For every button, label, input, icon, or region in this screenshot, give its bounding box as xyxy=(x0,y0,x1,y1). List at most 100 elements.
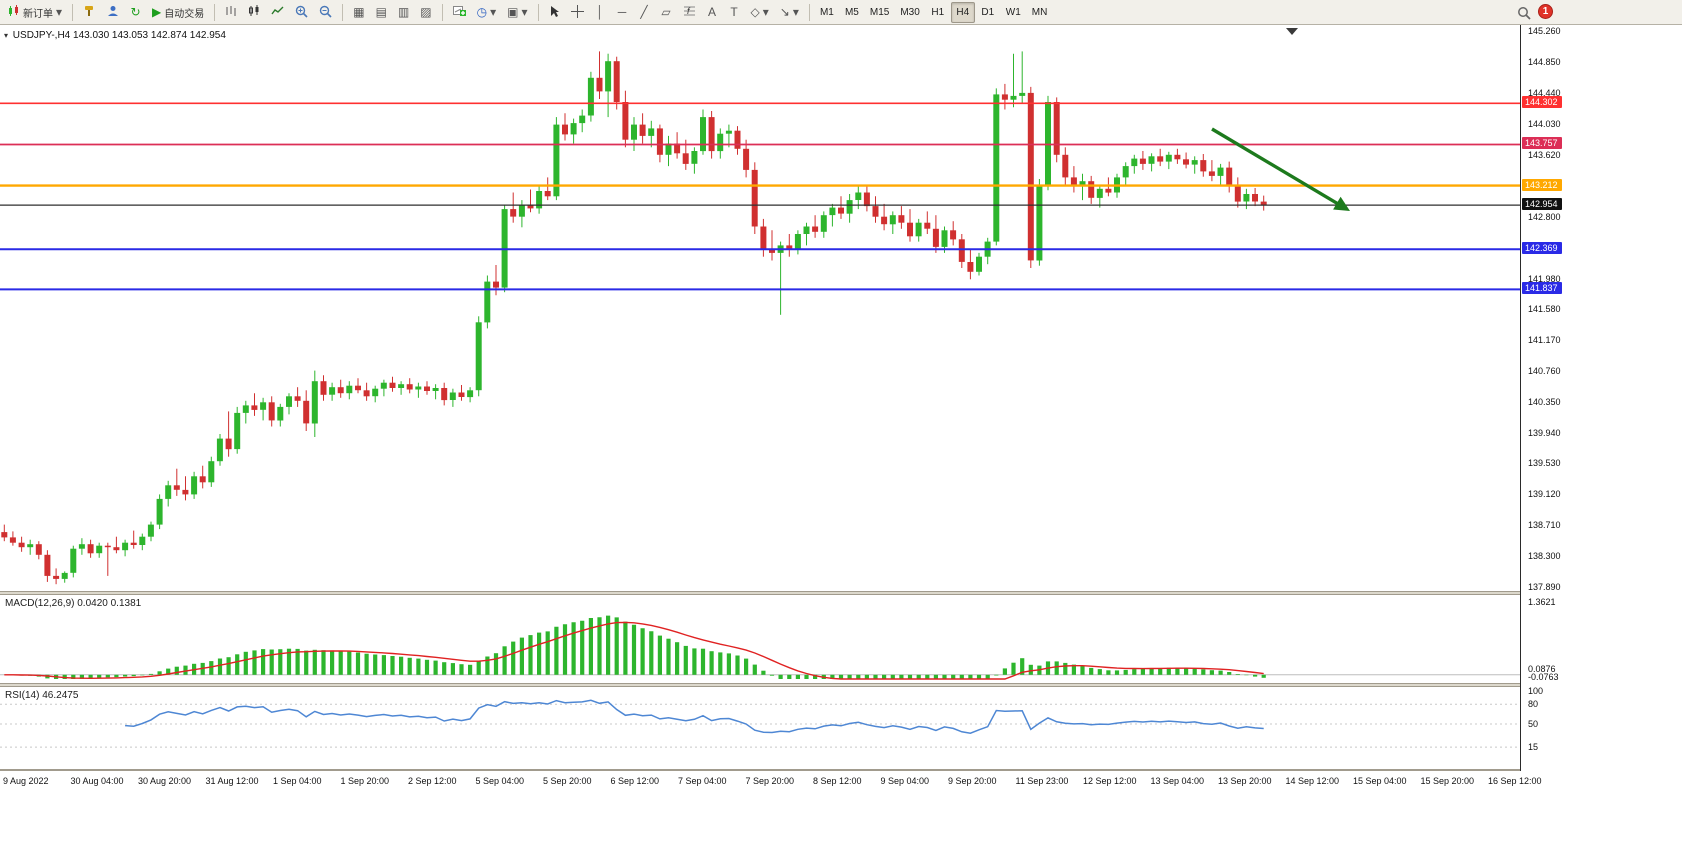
time-axis-label: 30 Aug 20:00 xyxy=(138,776,192,786)
macd-pane[interactable]: MACD(12,26,9) 0.0420 0.1381 xyxy=(0,595,1520,683)
arrows-tool-button[interactable]: ↘ ▾ xyxy=(775,2,804,23)
timeframe-button-MN[interactable]: MN xyxy=(1031,6,1048,18)
chevron-down-icon: ▾ xyxy=(490,5,497,19)
price-tick-label: 144.440 xyxy=(1528,87,1561,98)
time-axis-label: 15 Sep 04:00 xyxy=(1353,776,1407,786)
bar-chart-icon xyxy=(225,5,237,19)
auto-trading-button[interactable]: ▶ 自动交易 xyxy=(147,2,209,23)
tile-vertical-icon: ▨ xyxy=(420,5,432,19)
timeframe-button-M30[interactable]: M30 xyxy=(900,6,920,18)
text-tool-button[interactable]: A xyxy=(702,2,723,23)
price-tick-label: 138.300 xyxy=(1528,551,1561,562)
main-chart-pane[interactable] xyxy=(0,25,1520,591)
rsi-pane[interactable]: RSI(14) 46.2475 xyxy=(0,687,1520,769)
macd-scale-top: 1.3621 xyxy=(1528,597,1556,607)
toolbar-separator xyxy=(214,3,216,21)
timeframe-group: M1 M5 M15 M30 H1 H4 D1 W1 MN xyxy=(815,1,1052,23)
trendline-tool-button[interactable]: ╱ xyxy=(634,2,655,23)
rsi-value: 46.2475 xyxy=(42,690,79,701)
rsi-scale-label: 80 xyxy=(1528,699,1539,710)
grid-windows-button[interactable]: ▦ xyxy=(348,2,369,23)
zoom-out-icon xyxy=(319,5,332,20)
hline-price-badge: 143.757 xyxy=(1522,137,1562,150)
time-axis-label: 14 Sep 12:00 xyxy=(1285,776,1340,786)
time-axis-label: 9 Sep 04:00 xyxy=(880,776,930,786)
hline-price-badge: 143.212 xyxy=(1522,178,1562,191)
main-chart-canvas[interactable] xyxy=(0,25,1520,591)
panel-separator[interactable] xyxy=(0,683,1682,687)
timeframe-button-M1[interactable]: M1 xyxy=(819,6,834,18)
cursor-tool-button[interactable] xyxy=(544,2,565,23)
market-watch-button[interactable] xyxy=(102,2,124,23)
template-icon: ▣ xyxy=(507,5,519,19)
price-tick-label: 143.620 xyxy=(1528,149,1561,160)
vertical-line-tool-button[interactable]: │ xyxy=(590,2,611,23)
rsi-canvas[interactable] xyxy=(0,687,1520,769)
tile-horizontal-icon: ▥ xyxy=(397,5,410,19)
main-toolbar: 新订单 ▾ ↻ ▶ 自动交易 xyxy=(0,0,1682,25)
bar-chart-button[interactable] xyxy=(220,2,242,23)
tile-vertical-button[interactable]: ▨ xyxy=(415,2,436,23)
zoom-in-button[interactable] xyxy=(290,2,313,23)
timeframe-button-M5[interactable]: M5 xyxy=(844,6,859,18)
price-tick-label: 139.940 xyxy=(1528,427,1561,438)
refresh-button[interactable]: ↻ xyxy=(125,2,146,23)
notification-badge[interactable]: 1 xyxy=(1538,4,1553,19)
fibonacci-tool-button[interactable]: f xyxy=(678,2,701,23)
price-tick-label: 144.850 xyxy=(1528,56,1561,67)
timeframe-button-M15[interactable]: M15 xyxy=(869,6,890,18)
price-tick-label: 140.350 xyxy=(1528,396,1561,407)
time-axis[interactable]: 9 Aug 2022 30 Aug 04:00 30 Aug 20:00 31 Aug… xyxy=(0,771,1682,793)
auto-trading-label: 自动交易 xyxy=(164,8,205,20)
new-chart-plus-icon xyxy=(452,5,466,19)
macd-scale-mid: 0.0876 xyxy=(1528,663,1556,674)
candle-chart-button[interactable] xyxy=(243,2,265,23)
horizontal-line-tool-button[interactable]: ─ xyxy=(612,2,633,23)
line-chart-button[interactable] xyxy=(266,2,289,23)
shapes-tool-button[interactable]: ◇ ▾ xyxy=(746,2,774,23)
refresh-icon: ↻ xyxy=(130,5,141,19)
clock-icon: ◷ xyxy=(476,5,488,19)
chevron-down-icon: ▾ xyxy=(521,5,528,19)
toolbar-separator xyxy=(342,3,344,21)
templates-button[interactable]: ▣ ▾ xyxy=(502,2,532,23)
panel-separator[interactable] xyxy=(0,769,1682,771)
price-axis[interactable]: 145.260 144.850 144.440 144.030 143.620 142.8… xyxy=(1520,25,1682,771)
timeframe-button-D1[interactable]: D1 xyxy=(981,6,995,18)
trendline-icon: ╱ xyxy=(640,5,648,19)
symbol-dropdown-icon: ▾ xyxy=(4,31,9,40)
cascade-windows-button[interactable]: ▤ xyxy=(371,2,392,23)
macd-canvas[interactable] xyxy=(0,595,1520,683)
channel-icon: ▱ xyxy=(661,5,671,19)
timeframe-button-H1[interactable]: H1 xyxy=(931,6,945,18)
person-icon xyxy=(107,5,119,19)
price-tick-label: 140.760 xyxy=(1528,365,1561,376)
toolbar-separator xyxy=(72,3,74,21)
new-chart-button[interactable] xyxy=(448,2,471,23)
time-axis-label: 5 Sep 04:00 xyxy=(475,776,525,786)
macd-signal-value: 0.1381 xyxy=(110,598,142,609)
timeframe-button-H4[interactable]: H4 xyxy=(950,1,975,23)
cascade-icon: ▤ xyxy=(375,5,387,19)
label-tool-button[interactable]: T xyxy=(724,2,745,23)
period-button[interactable]: ◷ ▾ xyxy=(472,2,502,23)
price-tick-label: 141.170 xyxy=(1528,334,1561,345)
toolbar-separator xyxy=(441,3,443,21)
search-button[interactable] xyxy=(1512,3,1536,24)
time-axis-label: 5 Sep 20:00 xyxy=(543,776,592,786)
tile-horizontal-button[interactable]: ▥ xyxy=(393,2,414,23)
channel-tool-button[interactable]: ▱ xyxy=(656,2,677,23)
time-axis-label: 13 Sep 04:00 xyxy=(1150,776,1205,786)
time-axis-label: 8 Sep 12:00 xyxy=(813,776,862,786)
candlestick-mini-icon xyxy=(8,5,20,19)
metaeditor-button[interactable] xyxy=(78,2,101,23)
play-icon: ▶ xyxy=(152,5,162,19)
timeframe-button-W1[interactable]: W1 xyxy=(1005,6,1021,18)
crosshair-tool-button[interactable] xyxy=(566,2,589,23)
zoom-out-button[interactable] xyxy=(314,2,337,23)
new-order-button[interactable]: 新订单 ▾ xyxy=(3,2,67,23)
panel-separator[interactable] xyxy=(0,591,1682,595)
chevron-down-icon: ▾ xyxy=(762,5,769,19)
line-chart-icon xyxy=(271,5,284,19)
arrows-icon: ↘ xyxy=(779,5,790,19)
